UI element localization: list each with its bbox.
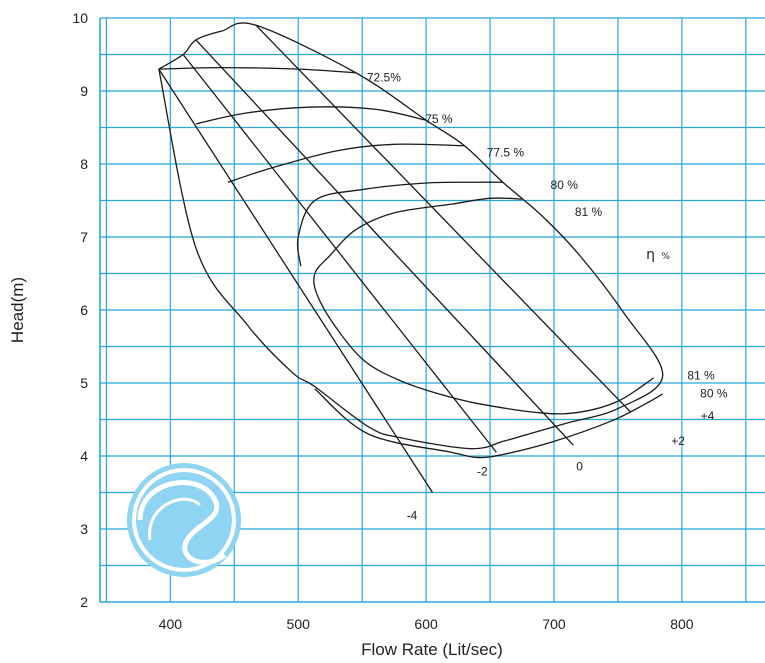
efficiency-curve (227, 143, 465, 183)
curve-labels: 72.5% 75 % 77.5 % 80 % 81 % 81 % 80 % +4 +2 0 -2 -4 (367, 71, 728, 523)
efficiency-curves (158, 66, 664, 459)
efficiency-curve (195, 106, 427, 125)
curve-label: +4 (701, 409, 715, 423)
head-curve (182, 54, 497, 453)
y-tick-label: 8 (80, 156, 88, 172)
curve-label: 0 (576, 460, 583, 474)
x-tick-label: 700 (542, 616, 566, 632)
x-tick-label: 600 (414, 616, 438, 632)
efficiency-curve (314, 388, 664, 459)
curve-label: 81 % (687, 368, 715, 382)
chart-axes (99, 18, 765, 603)
y-tick-label: 3 (80, 521, 88, 537)
curve-label: +2 (671, 434, 685, 448)
y-tick-label: 7 (80, 229, 88, 245)
curve-label: 75 % (425, 112, 453, 126)
curve-label: 72.5% (367, 71, 401, 85)
eta-unit: % (661, 252, 670, 262)
curve-label: 80 % (700, 387, 728, 401)
x-tick-labels: 400 500 600 700 800 (159, 616, 694, 632)
water-logo (127, 463, 241, 577)
x-tick-label: 400 (159, 616, 183, 632)
curve-label: 81 % (575, 205, 603, 219)
efficiency-label: η % (646, 246, 670, 263)
eta-symbol: η (646, 247, 655, 263)
head-curve (158, 68, 434, 493)
efficiency-curve (296, 181, 503, 267)
curve-label: -4 (407, 509, 418, 523)
curve-label: 80 % (551, 178, 579, 192)
x-tick-label: 800 (670, 616, 694, 632)
y-tick-label: 6 (80, 302, 88, 318)
y-axis-title: Head(m) (8, 277, 27, 343)
curve-label: 77.5 % (487, 146, 525, 160)
efficiency-curve (313, 197, 655, 415)
y-tick-label: 9 (80, 83, 88, 99)
head-curve (255, 24, 632, 413)
x-tick-label: 500 (287, 616, 311, 632)
head-curve (195, 39, 574, 446)
y-tick-label: 2 (80, 594, 88, 610)
y-tick-label: 10 (72, 10, 88, 26)
efficiency-curve (158, 66, 356, 74)
y-tick-label: 5 (80, 375, 88, 391)
curve-label: -2 (477, 465, 488, 479)
x-axis-title: Flow Rate (Lit/sec) (361, 640, 503, 659)
head-curve (158, 22, 664, 450)
y-tick-label: 4 (80, 448, 88, 464)
y-tick-labels: 2 3 4 5 6 7 8 9 10 (72, 10, 88, 610)
head-curves (158, 22, 664, 493)
